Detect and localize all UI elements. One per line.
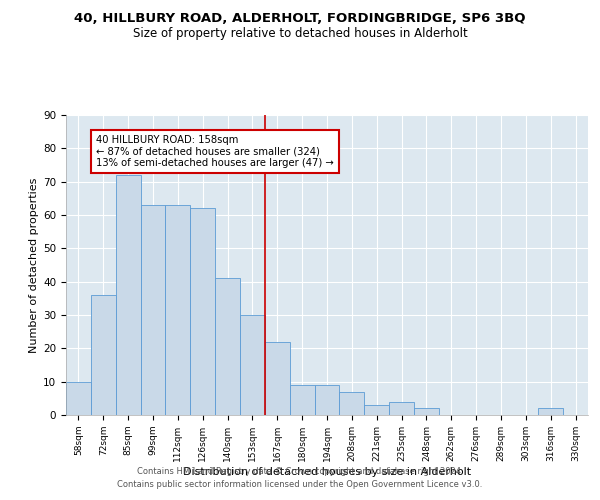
Bar — [240, 315, 265, 415]
Text: 40 HILLBURY ROAD: 158sqm
← 87% of detached houses are smaller (324)
13% of semi-: 40 HILLBURY ROAD: 158sqm ← 87% of detach… — [96, 135, 334, 168]
Text: Size of property relative to detached houses in Alderholt: Size of property relative to detached ho… — [133, 28, 467, 40]
Text: Contains public sector information licensed under the Open Government Licence v3: Contains public sector information licen… — [118, 480, 482, 489]
Bar — [290, 385, 314, 415]
Bar — [414, 408, 439, 415]
Bar — [190, 208, 215, 415]
Bar — [340, 392, 364, 415]
Bar — [314, 385, 340, 415]
Bar — [140, 205, 166, 415]
Bar — [364, 405, 389, 415]
Y-axis label: Number of detached properties: Number of detached properties — [29, 178, 39, 352]
Bar — [116, 175, 140, 415]
Bar — [166, 205, 190, 415]
Bar — [538, 408, 563, 415]
X-axis label: Distribution of detached houses by size in Alderholt: Distribution of detached houses by size … — [183, 466, 471, 476]
Bar — [215, 278, 240, 415]
Bar — [66, 382, 91, 415]
Text: Contains HM Land Registry data © Crown copyright and database right 2024.: Contains HM Land Registry data © Crown c… — [137, 467, 463, 476]
Bar — [91, 295, 116, 415]
Bar — [265, 342, 290, 415]
Bar — [389, 402, 414, 415]
Text: 40, HILLBURY ROAD, ALDERHOLT, FORDINGBRIDGE, SP6 3BQ: 40, HILLBURY ROAD, ALDERHOLT, FORDINGBRI… — [74, 12, 526, 26]
